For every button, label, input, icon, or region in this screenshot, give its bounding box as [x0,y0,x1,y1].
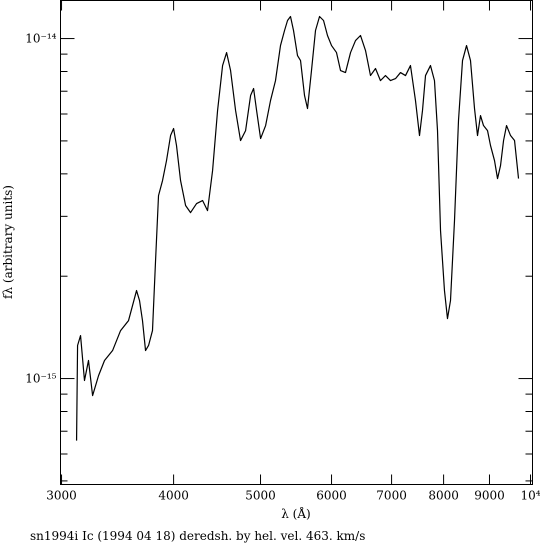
x-axis-label: λ (Å) [281,506,310,521]
x-tick-label: 6000 [316,489,347,503]
x-tick-label: 8000 [428,489,459,503]
plot-frame [60,0,533,485]
x-tick-label: 9000 [474,489,505,503]
x-tick-label: 7000 [376,489,407,503]
x-tick-label: 3000 [46,489,77,503]
x-tick-label: 5000 [245,489,276,503]
y-tick-label: 10⁻¹⁴ [25,32,56,46]
spectrum-line [75,15,520,441]
x-tick-label: 10⁴ [520,489,540,503]
caption: sn1994i Ic (1994 04 18) deredsh. by hel.… [30,529,365,543]
y-axis-label: fλ (arbitrary units) [1,185,15,299]
x-tick-label: 4000 [158,489,189,503]
y-tick-label: 10⁻¹⁵ [25,372,56,386]
